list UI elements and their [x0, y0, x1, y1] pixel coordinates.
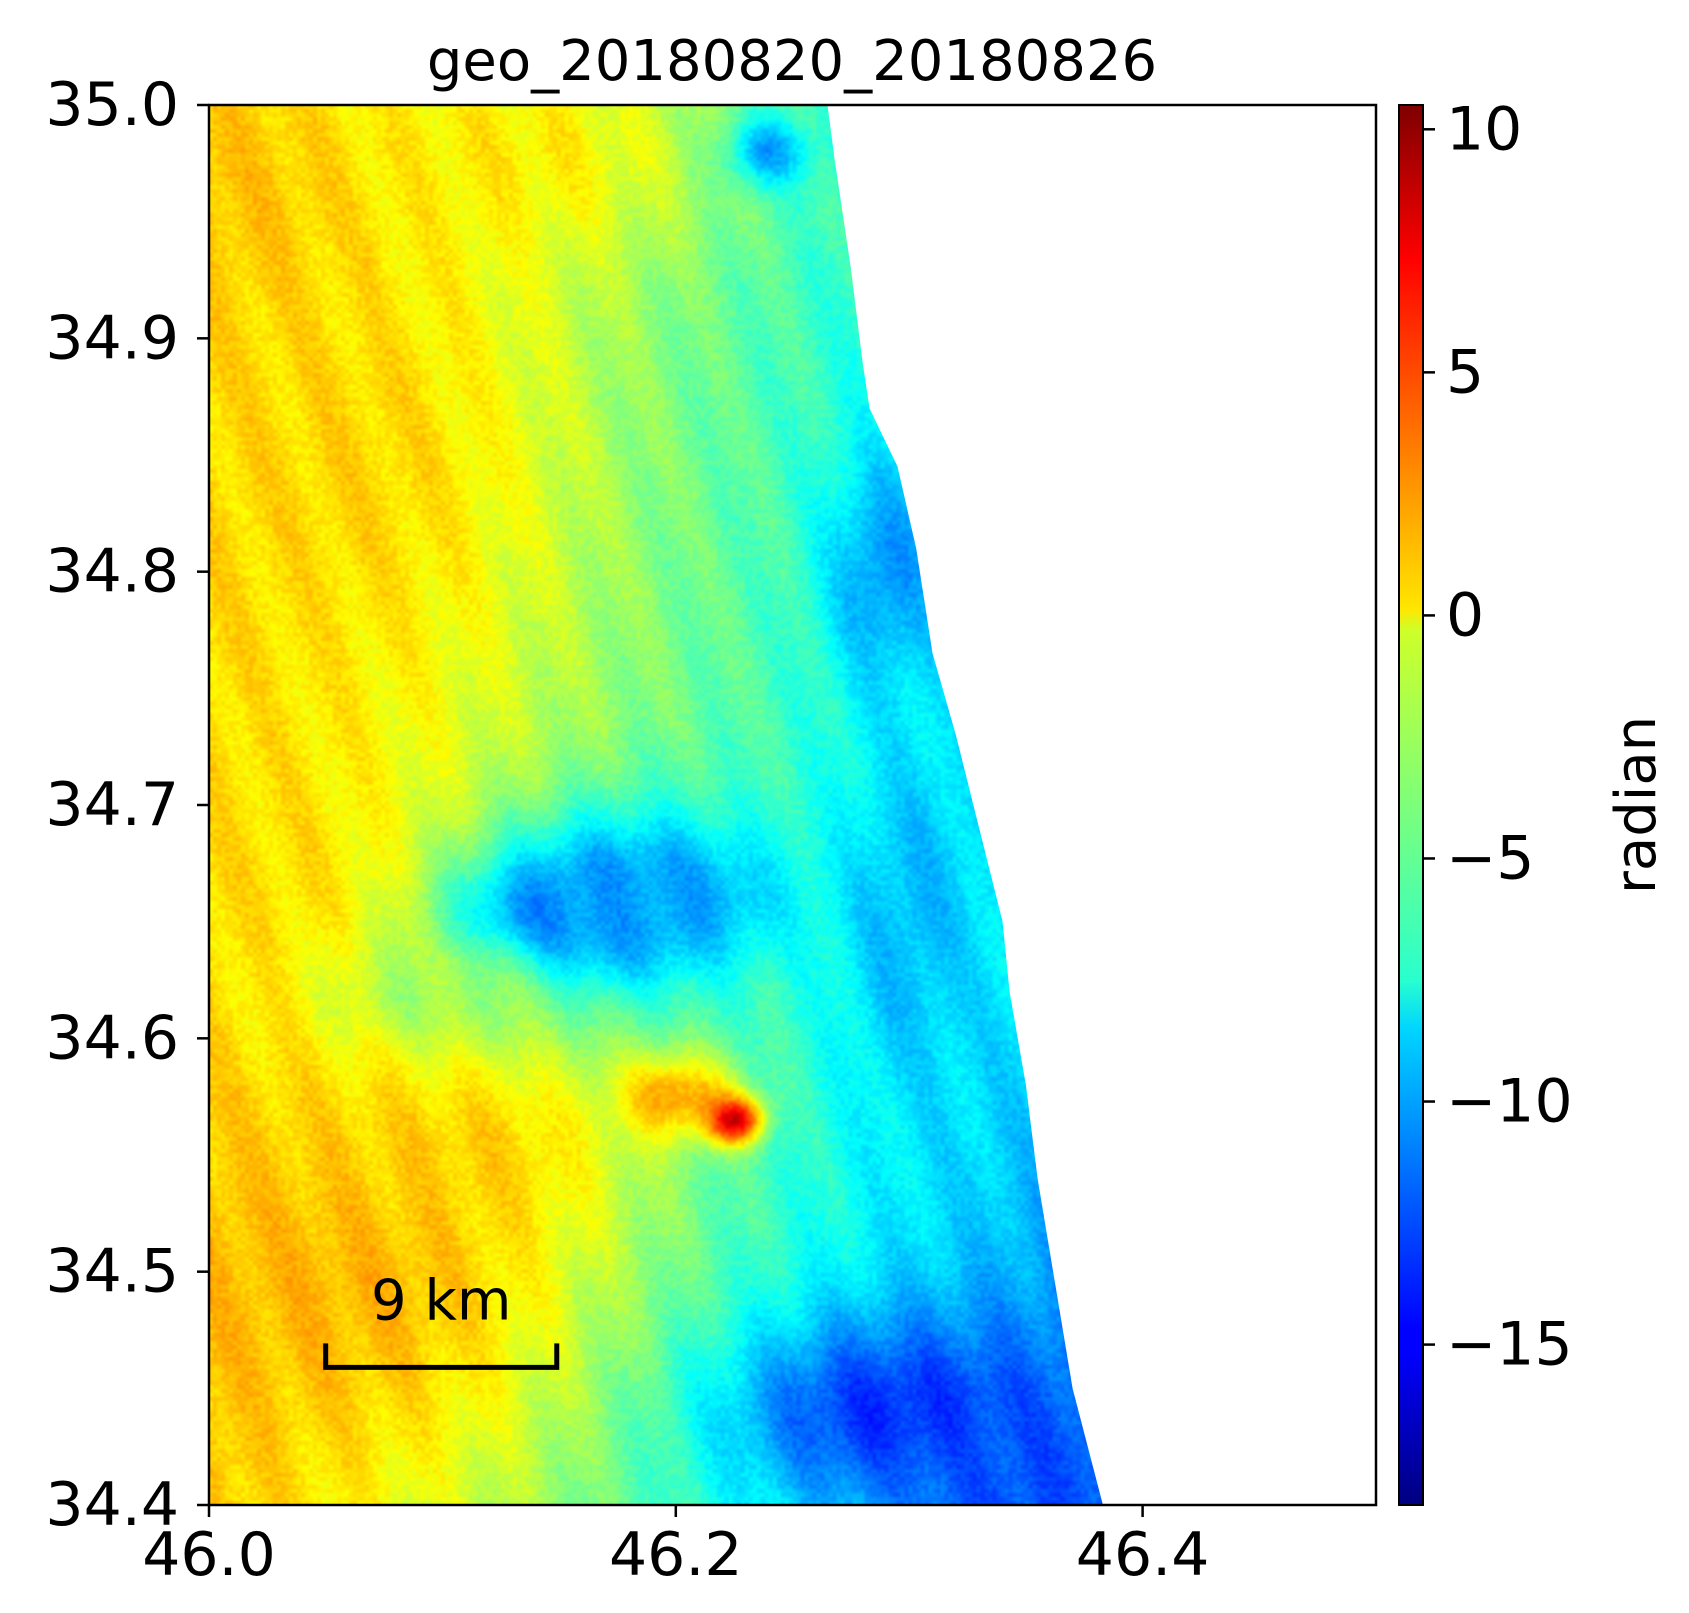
y-tick-label: 34.9	[45, 303, 179, 373]
colorbar-tick-label: 5	[1446, 337, 1484, 407]
colorbar-tick-label: −5	[1446, 823, 1534, 893]
colorbar-tick-label: 0	[1446, 580, 1484, 650]
y-axis: 35.0 34.9 34.8 34.7 34.6 34.5 34.4	[45, 70, 209, 1540]
scale-bar-line	[323, 1343, 560, 1370]
y-tick-label: 35.0	[45, 70, 179, 140]
colorbar-tick-label: −15	[1446, 1310, 1573, 1380]
scale-bar-label: 9 km	[371, 1268, 511, 1333]
scale-bar: 9 km	[323, 1268, 560, 1370]
colorbar-ticks: 10 5 0 −5 −10 −15	[1423, 94, 1573, 1380]
no-data-region	[827, 105, 1376, 1505]
x-axis: 46.0 46.2 46.4	[142, 1505, 1209, 1590]
colorbar-tick-label: 10	[1446, 94, 1522, 164]
x-tick-label: 46.0	[142, 1520, 276, 1590]
y-tick-label: 34.7	[45, 770, 179, 840]
chart-title: geo_20180820_20180826	[427, 29, 1157, 94]
colorbar-label: radian	[1604, 716, 1669, 894]
colorbar-gradient	[1398, 104, 1424, 1506]
x-tick-label: 46.2	[609, 1520, 743, 1590]
y-tick-label: 34.8	[45, 537, 179, 607]
y-tick-label: 34.5	[45, 1237, 179, 1307]
y-tick-label: 34.6	[45, 1003, 179, 1073]
y-tick-label: 34.4	[45, 1470, 179, 1540]
x-tick-label: 46.4	[1076, 1520, 1210, 1590]
plot-area	[209, 105, 1376, 1505]
colorbar: 10 5 0 −5 −10 −15 radian	[1398, 94, 1669, 1506]
colorbar-tick-label: −10	[1446, 1067, 1573, 1137]
